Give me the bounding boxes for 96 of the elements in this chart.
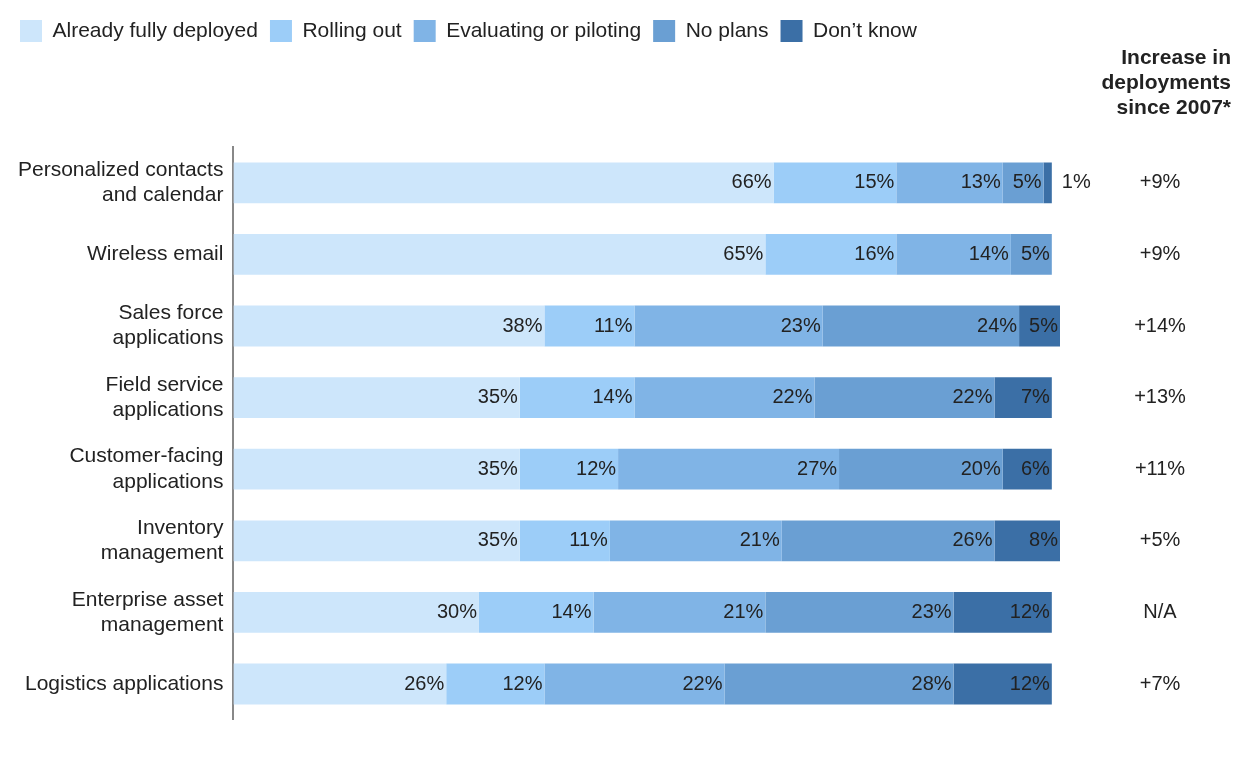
bar: [781, 520, 995, 562]
bar: [724, 663, 954, 705]
bar: [593, 591, 766, 633]
legend-label: Rolling out: [302, 17, 402, 41]
bar: [896, 162, 1003, 204]
bar: [822, 305, 1020, 347]
y-tick-label: Enterprise asset management: [71, 586, 224, 635]
data-label: 35%: [477, 456, 519, 479]
data-label: 28%: [911, 671, 952, 694]
bar: [233, 591, 479, 633]
y-tick-label: Customer-facing applications: [69, 443, 224, 492]
text: +9%: [1139, 241, 1181, 264]
data-label: 14%: [592, 385, 633, 408]
data-label: 20%: [960, 456, 1001, 479]
text: Increase in deployments since 2007*: [1101, 45, 1232, 119]
bar: [519, 448, 619, 490]
text: +11%: [1134, 456, 1186, 479]
bar: [953, 591, 1052, 633]
data-label: 8%: [1029, 528, 1059, 551]
legend-label: Evaluating or piloting: [446, 17, 642, 41]
data-label: 22%: [682, 671, 723, 694]
data-label: 11%: [569, 528, 609, 551]
bar: [994, 520, 1060, 562]
bar: [233, 448, 520, 490]
bar: [765, 591, 954, 633]
data-label: 12%: [1009, 671, 1051, 694]
data-label: 35%: [477, 385, 519, 408]
data-label: 24%: [977, 313, 1018, 336]
data-label: 22%: [772, 385, 813, 408]
bar: [233, 305, 545, 347]
y-tick-label: Field service applications: [105, 371, 224, 420]
data-label: 23%: [780, 313, 821, 336]
data-label: 12%: [576, 456, 617, 479]
y-tick-label: Inventory management: [100, 515, 224, 564]
data-label: 23%: [911, 599, 952, 622]
data-label: 1%: [1061, 170, 1091, 193]
data-label: 7%: [1020, 385, 1051, 408]
y-tick-label: Sales force applications: [112, 300, 224, 349]
data-label: 26%: [404, 671, 445, 694]
data-label: 6%: [1020, 456, 1051, 479]
bar: [446, 663, 545, 705]
bar: [839, 448, 1003, 490]
text: +9%: [1139, 170, 1181, 193]
bar: [233, 377, 520, 419]
data-label: 5%: [1029, 313, 1059, 336]
legend-label: Already fully deployed: [52, 17, 258, 41]
y-tick-label: Wireless email: [86, 241, 224, 265]
bar: [519, 377, 635, 419]
data-label: 5%: [1012, 170, 1042, 193]
bar: [233, 162, 774, 204]
data-label: 11%: [593, 313, 633, 336]
bar: [233, 233, 766, 275]
data-label: 13%: [960, 170, 1001, 193]
bar: [609, 520, 782, 562]
data-label: 35%: [477, 528, 519, 551]
bar: [634, 305, 823, 347]
text: +14%: [1134, 313, 1187, 336]
bar: [953, 663, 1052, 705]
text: +13%: [1134, 385, 1187, 408]
data-label: 22%: [952, 385, 993, 408]
data-label: 16%: [854, 241, 895, 264]
bar: [994, 377, 1052, 419]
bar: [544, 305, 635, 347]
y-tick-label: Logistics applications: [24, 670, 224, 694]
bar: [634, 377, 815, 419]
text: N/A: [1143, 599, 1178, 622]
data-label: 5%: [1020, 241, 1051, 264]
bar: [1043, 162, 1052, 204]
data-label: 30%: [436, 599, 478, 622]
data-label: 38%: [502, 313, 543, 336]
y-tick-label: Personalized contacts and calendar: [17, 157, 224, 206]
bar: [544, 663, 725, 705]
bar: [765, 233, 897, 275]
data-label: 21%: [723, 599, 764, 622]
data-label: 12%: [502, 671, 543, 694]
text: +7%: [1139, 671, 1181, 694]
data-label: 66%: [731, 170, 772, 193]
bar: [896, 233, 1011, 275]
legend-label: No plans: [685, 17, 769, 41]
bar: [618, 448, 840, 490]
bar: [519, 520, 610, 562]
bar: [814, 377, 995, 419]
bar: [478, 591, 594, 633]
data-label: 21%: [739, 528, 780, 551]
text: +5%: [1139, 528, 1181, 551]
bar: [233, 663, 447, 705]
data-label: 14%: [551, 599, 592, 622]
data-label: 14%: [968, 241, 1010, 264]
data-label: 12%: [1009, 599, 1051, 622]
data-label: 27%: [797, 456, 838, 479]
data-label: 26%: [952, 528, 993, 551]
bar: [773, 162, 897, 204]
bar: [233, 520, 520, 562]
legend-label: Don’t know: [813, 17, 918, 41]
data-label: 65%: [723, 241, 764, 264]
data-label: 15%: [854, 170, 895, 193]
